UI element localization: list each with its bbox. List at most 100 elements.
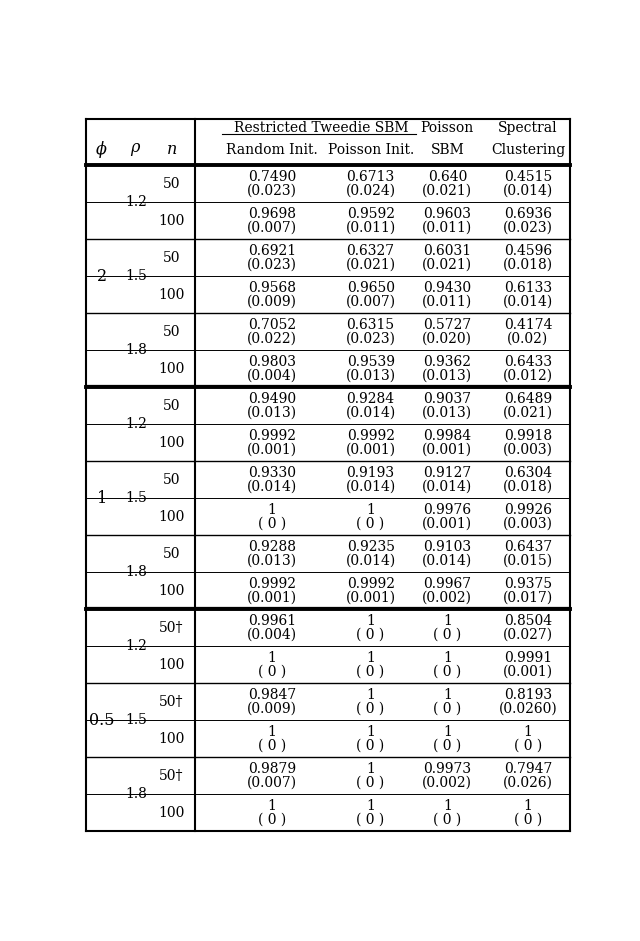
Text: (0.001): (0.001) <box>422 442 472 456</box>
Text: (0.021): (0.021) <box>422 258 472 271</box>
Text: ( 0 ): ( 0 ) <box>258 739 286 753</box>
Text: ( 0 ): ( 0 ) <box>258 812 286 826</box>
Text: (0.018): (0.018) <box>503 258 553 271</box>
Text: 0.9961: 0.9961 <box>248 614 296 629</box>
Text: 1: 1 <box>524 799 532 813</box>
Text: 50†: 50† <box>159 621 184 635</box>
Text: 50: 50 <box>163 177 180 191</box>
Text: 0.9330: 0.9330 <box>248 466 296 480</box>
Text: (0.021): (0.021) <box>346 258 396 271</box>
Text: 0.5727: 0.5727 <box>423 318 472 332</box>
Text: (0.001): (0.001) <box>503 664 553 678</box>
Text: (0.014): (0.014) <box>346 406 396 420</box>
Text: SBM: SBM <box>431 143 464 157</box>
Text: 0.9879: 0.9879 <box>248 762 296 776</box>
Text: 0.9568: 0.9568 <box>248 281 296 295</box>
Text: (0.014): (0.014) <box>247 480 298 493</box>
Text: ( 0 ): ( 0 ) <box>433 628 461 642</box>
Text: 100: 100 <box>158 436 184 450</box>
Text: (0.012): (0.012) <box>503 369 553 382</box>
Text: 0.9037: 0.9037 <box>423 392 472 407</box>
Text: 0.9991: 0.9991 <box>504 651 552 665</box>
Text: 1: 1 <box>443 651 452 665</box>
Text: Spectral: Spectral <box>498 120 558 135</box>
Text: ( 0 ): ( 0 ) <box>356 664 385 678</box>
Text: 1: 1 <box>268 503 276 518</box>
Text: 0.7490: 0.7490 <box>248 170 296 184</box>
Text: (0.003): (0.003) <box>503 517 553 531</box>
Text: ( 0 ): ( 0 ) <box>258 664 286 678</box>
Text: 0.9193: 0.9193 <box>347 466 395 480</box>
Text: 0.9967: 0.9967 <box>423 577 472 591</box>
Text: 100: 100 <box>158 510 184 524</box>
Text: 0.9603: 0.9603 <box>423 207 471 221</box>
Text: 1: 1 <box>268 799 276 813</box>
Text: 100: 100 <box>158 361 184 375</box>
Text: 1: 1 <box>268 726 276 740</box>
Text: (0.015): (0.015) <box>503 553 553 567</box>
Text: 0.4515: 0.4515 <box>504 170 552 184</box>
Text: (0.002): (0.002) <box>422 590 472 604</box>
Text: 0.9430: 0.9430 <box>423 281 472 295</box>
Text: (0.018): (0.018) <box>503 480 553 493</box>
Text: ( 0 ): ( 0 ) <box>356 628 385 642</box>
Text: (0.002): (0.002) <box>422 775 472 789</box>
Text: 0.6437: 0.6437 <box>504 540 552 554</box>
Text: 100: 100 <box>158 288 184 302</box>
Text: 0.9992: 0.9992 <box>248 577 296 591</box>
Text: ( 0 ): ( 0 ) <box>433 701 461 715</box>
Text: 1: 1 <box>443 799 452 813</box>
Text: 0.6327: 0.6327 <box>347 244 395 258</box>
Text: (0.011): (0.011) <box>422 220 472 234</box>
Text: (0.013): (0.013) <box>422 406 472 420</box>
Text: 1: 1 <box>443 614 452 629</box>
Text: (0.014): (0.014) <box>346 480 396 493</box>
Text: 1: 1 <box>366 762 375 776</box>
Text: 0.4174: 0.4174 <box>504 318 552 332</box>
Text: (0.020): (0.020) <box>422 331 472 345</box>
Text: 1: 1 <box>366 688 375 702</box>
Text: 0.4596: 0.4596 <box>504 244 552 258</box>
Text: 1: 1 <box>366 503 375 518</box>
Text: (0.009): (0.009) <box>247 295 297 309</box>
Text: (0.001): (0.001) <box>346 590 396 604</box>
Text: 0.6315: 0.6315 <box>347 318 395 332</box>
Text: (0.014): (0.014) <box>503 295 553 309</box>
Text: 1: 1 <box>443 726 452 740</box>
Text: 1: 1 <box>366 799 375 813</box>
Text: (0.007): (0.007) <box>247 220 297 234</box>
Text: (0.0260): (0.0260) <box>499 701 557 715</box>
Text: (0.027): (0.027) <box>503 628 553 642</box>
Text: 0.9288: 0.9288 <box>248 540 296 554</box>
Text: (0.014): (0.014) <box>422 553 472 567</box>
Text: 0.9973: 0.9973 <box>423 762 472 776</box>
Text: 1: 1 <box>366 726 375 740</box>
Text: (0.017): (0.017) <box>503 590 553 604</box>
Text: (0.023): (0.023) <box>247 258 297 271</box>
Text: 0.9650: 0.9650 <box>347 281 395 295</box>
Text: 1.5: 1.5 <box>125 269 147 283</box>
Text: 50: 50 <box>163 251 180 264</box>
Text: (0.023): (0.023) <box>346 331 396 345</box>
Text: (0.013): (0.013) <box>422 369 472 382</box>
Text: 0.9698: 0.9698 <box>248 207 296 221</box>
Text: ( 0 ): ( 0 ) <box>258 517 286 531</box>
Text: (0.013): (0.013) <box>346 369 396 382</box>
Text: 0.6489: 0.6489 <box>504 392 552 407</box>
Text: (0.001): (0.001) <box>422 517 472 531</box>
Text: (0.013): (0.013) <box>247 406 297 420</box>
Text: 0.5: 0.5 <box>89 711 115 729</box>
Text: 0.9847: 0.9847 <box>248 688 296 702</box>
Text: (0.024): (0.024) <box>346 183 396 198</box>
Text: Poisson: Poisson <box>420 120 474 135</box>
Text: 0.6921: 0.6921 <box>248 244 296 258</box>
Text: 0.6031: 0.6031 <box>423 244 472 258</box>
Text: 50: 50 <box>163 472 180 486</box>
Text: 1: 1 <box>443 688 452 702</box>
Text: 100: 100 <box>158 732 184 746</box>
Text: (0.007): (0.007) <box>346 295 396 309</box>
Text: 0.9490: 0.9490 <box>248 392 296 407</box>
Text: 1.2: 1.2 <box>125 196 147 209</box>
Text: 1: 1 <box>524 726 532 740</box>
Text: Random Init.: Random Init. <box>227 143 318 157</box>
